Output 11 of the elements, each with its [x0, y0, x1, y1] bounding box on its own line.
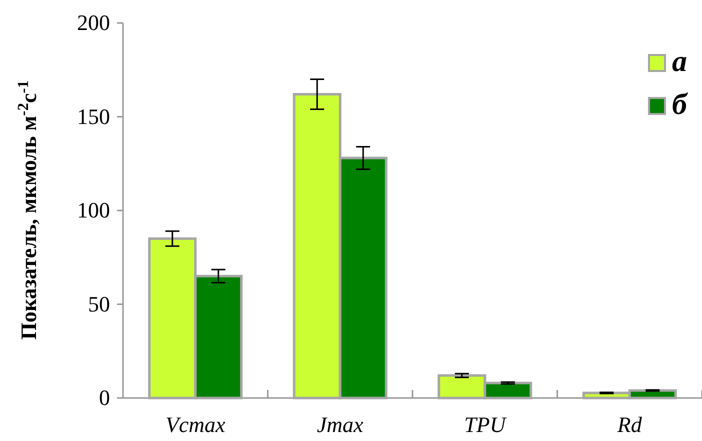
y-tick-label: 150 — [77, 104, 110, 129]
y-tick-label: 100 — [77, 198, 110, 223]
x-tick-label: Rd — [616, 412, 643, 437]
y-tick-label: 200 — [77, 10, 110, 36]
legend-label: а — [672, 45, 687, 78]
x-tick-label: TPU — [464, 412, 508, 437]
legend-label: б — [672, 88, 688, 121]
y-tick-label: 0 — [99, 385, 110, 410]
x-tick-label: Jmax — [316, 412, 364, 437]
x-tick-label: Vcmax — [165, 412, 226, 437]
y-tick-label: 50 — [88, 291, 110, 316]
